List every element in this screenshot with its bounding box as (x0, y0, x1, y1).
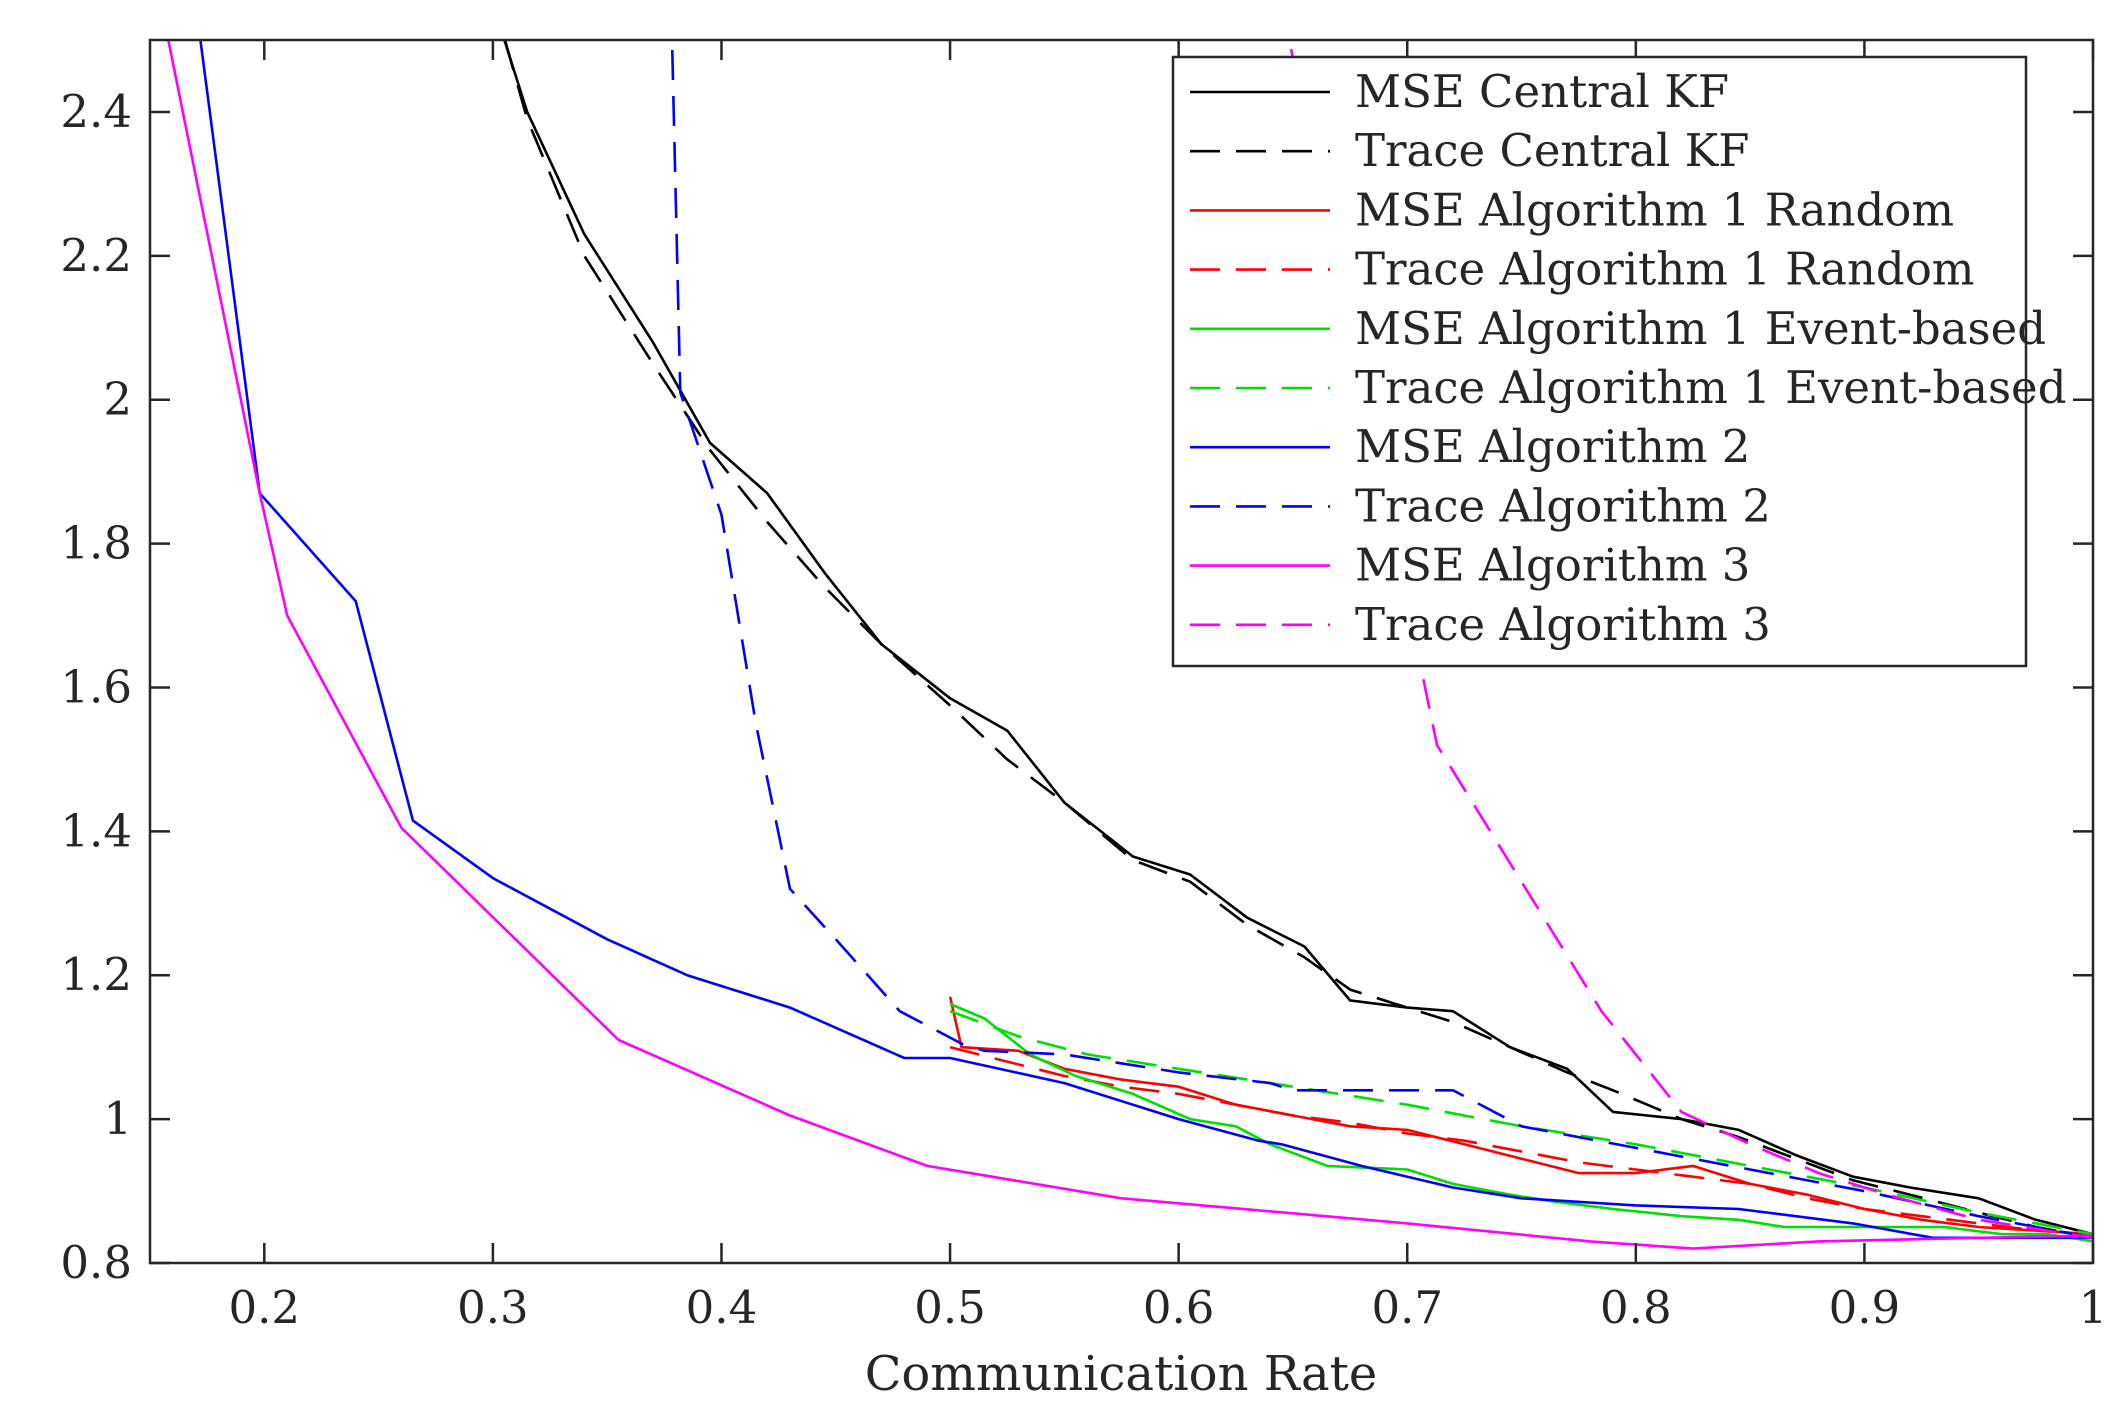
series-layer (167, 40, 2093, 1250)
series-line-trace-algorithm-1-event-based (949, 1009, 2093, 1236)
legend-label: Trace Algorithm 1 Random (1355, 243, 1974, 296)
series-line-mse-algorithm-1-random (948, 996, 2093, 1236)
x-tick-label: 0.3 (457, 1281, 529, 1334)
legend-label: Trace Algorithm 2 (1355, 479, 1771, 532)
legend-label: Trace Algorithm 3 (1355, 598, 1771, 651)
y-tick-label: 2.2 (60, 229, 132, 282)
y-tick-label: 1.2 (60, 948, 132, 1001)
y-tick-label: 2 (103, 373, 132, 426)
y-tick-label: 0.8 (60, 1236, 132, 1289)
x-tick-label: 0.4 (686, 1281, 758, 1334)
x-tick-label: 0.5 (914, 1281, 986, 1334)
legend-label: MSE Algorithm 3 (1355, 539, 1750, 592)
series-line-trace-algorithm-1-random (949, 1045, 2093, 1236)
legend-items: MSE Central KF Trace Central KF MSE Algori… (1190, 65, 2067, 651)
axes-box (148, 38, 2095, 1265)
x-tick-label: 0.8 (1600, 1281, 1672, 1334)
y-tick-label: 1.6 (60, 660, 132, 713)
legend: MSE Central KF Trace Central KF MSE Algori… (1171, 55, 2067, 668)
legend-label: MSE Algorithm 1 Random (1355, 183, 1954, 236)
x-tick-label: 0.9 (1829, 1281, 1901, 1334)
series-line-trace-algorithm-2 (670, 40, 2093, 1240)
x-axis-title: Communication Rate (865, 1346, 1378, 1402)
legend-label: Trace Algorithm 1 Event-based (1355, 361, 2067, 414)
y-tick-label: 1.4 (60, 804, 132, 857)
y-tick-label: 1.8 (60, 517, 132, 570)
series-line-mse-central-kf (502, 40, 2093, 1236)
legend-label: MSE Algorithm 1 Event-based (1355, 302, 2046, 355)
legend-label: MSE Algorithm 2 (1355, 420, 1750, 473)
y-tick-label: 1 (103, 1092, 132, 1145)
x-tick-label: 0.2 (229, 1281, 301, 1334)
series-line-mse-algorithm-1-event-based (949, 1002, 2093, 1243)
legend-label: MSE Central KF (1355, 65, 1729, 118)
series-line-mse-algorithm-2 (199, 40, 2093, 1240)
x-tick-label: 1 (2079, 1281, 2108, 1334)
x-tick-label: 0.7 (1371, 1281, 1443, 1334)
y-tick-label: 2.4 (60, 85, 132, 138)
ticks-layer: 0.2 0.3 0.4 0.5 0.6 0.7 0.8 0.9 1 0.8 1 1.2 1.4 1.6 1.… (60, 40, 2107, 1334)
series-line-mse-algorithm-3 (167, 40, 2093, 1250)
legend-label: Trace Central KF (1355, 124, 1750, 177)
x-tick-label: 0.6 (1143, 1281, 1215, 1334)
